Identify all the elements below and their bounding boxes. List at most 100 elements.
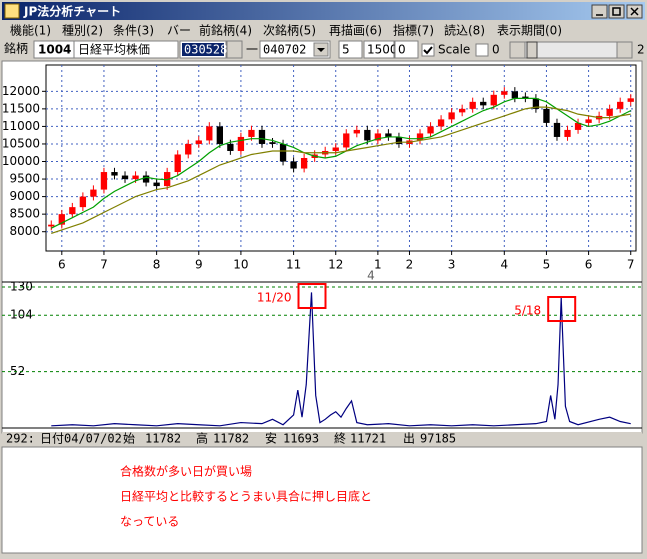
status-item: 11782 [213, 432, 249, 446]
arrow-glyph [317, 48, 325, 52]
y-tick-label: 12000 [2, 84, 40, 98]
field2-value: 1500 [367, 43, 398, 57]
candle-body [364, 129, 371, 141]
field1-input[interactable] [338, 40, 363, 59]
name-field [73, 40, 179, 59]
x-tick-label: 9 [195, 258, 203, 272]
candle-body [532, 98, 540, 109]
annotation-label: 11/20 [257, 291, 292, 305]
y-tick-label: 9500 [9, 172, 40, 186]
code-value: 1004 [38, 43, 71, 57]
candle-body [416, 133, 424, 141]
end-combo[interactable] [259, 40, 331, 59]
candle-body [258, 129, 266, 144]
menu-item[interactable]: 種別(2) [62, 24, 103, 38]
menu-item[interactable]: 表示期間(0) [497, 24, 562, 38]
candle-body [153, 182, 160, 187]
candle-body [48, 224, 55, 227]
window-button-glyphs [596, 7, 639, 16]
candle-body [522, 96, 529, 99]
candle-body [79, 196, 87, 208]
minimize-button[interactable] [591, 4, 608, 19]
candle-body [90, 189, 97, 197]
y-tick-label: 11000 [2, 119, 40, 133]
status-item: 11721 [350, 432, 386, 446]
window-title: JP法分析チャート [23, 4, 121, 19]
y-tick-label: 9000 [9, 189, 40, 203]
moving-average [51, 106, 631, 235]
candle-body [543, 108, 550, 123]
menu-item[interactable]: 条件(3) [113, 24, 154, 38]
menu-item[interactable]: 指標(7) [393, 23, 434, 38]
candle-body [448, 112, 455, 120]
scale-checkbox[interactable] [421, 43, 435, 57]
menu-item[interactable]: 読込(8) [444, 23, 485, 38]
candle-body [574, 122, 582, 130]
scroll-thumb[interactable] [526, 41, 538, 59]
candle-body [353, 129, 360, 134]
candle-body [459, 108, 466, 113]
candle-body [585, 119, 592, 123]
scroll-left[interactable] [509, 41, 526, 59]
candle-body [627, 98, 634, 102]
x-tick-label: 7 [100, 258, 108, 272]
candle-body [248, 129, 255, 137]
candle-body [437, 119, 445, 127]
candle-body [480, 101, 487, 106]
menu-item[interactable]: バー [167, 24, 191, 38]
status-item: 日付04/07/02 [40, 432, 122, 446]
y-tick-label: 10000 [2, 154, 40, 168]
note-area [1, 446, 643, 554]
candle-body [343, 133, 350, 148]
spin-button[interactable] [226, 40, 243, 59]
candle-body [69, 207, 76, 215]
candle-body [490, 94, 497, 106]
zero-checkbox[interactable] [475, 43, 489, 57]
y-tick-label: 8000 [9, 224, 40, 238]
toolbar-dash: 一 [246, 43, 258, 57]
price-plot [45, 64, 637, 252]
scroll-right[interactable] [616, 41, 633, 59]
status-item: 97185 [420, 432, 456, 446]
menu-item[interactable]: 前銘柄(4) [199, 23, 252, 38]
candle-body [395, 136, 403, 144]
candle-body [142, 175, 150, 183]
note-line: 合格数が多い日が買い場 [120, 464, 252, 479]
candle-body [164, 172, 171, 187]
x-tick-label: 6 [585, 258, 593, 272]
field3-value: 0 [398, 43, 406, 57]
x-tick-label: 10 [233, 258, 248, 272]
menu-bar: 機能(1) 種別(2) 条件(3) バー 前銘柄(4) 次銘柄(5) 再描画(6) 指標(7)… [10, 23, 562, 38]
candle-body [300, 158, 308, 169]
x-tick-label: 2 [406, 258, 414, 272]
field2-input[interactable] [363, 40, 395, 59]
status-item: 高 [196, 431, 208, 446]
status-item: 11693 [283, 432, 319, 446]
candle-body [185, 143, 192, 155]
candle-body [385, 133, 392, 137]
status-bar [2, 432, 642, 446]
field3-input[interactable] [394, 40, 419, 59]
status-item: 始 [123, 432, 135, 446]
moving-average [50, 97, 632, 229]
x-tick-label: 1 [374, 258, 382, 272]
x-axis-marker: 4 [367, 269, 375, 283]
y-tick-label: 52 [10, 364, 25, 378]
annotation-box [547, 296, 577, 322]
check-mark [423, 46, 433, 55]
maximize-button[interactable] [608, 4, 625, 19]
toolbar-label: 銘柄 [4, 41, 28, 56]
y-tick-label: 10500 [2, 136, 40, 150]
candle-body [374, 133, 382, 141]
menu-item[interactable]: 機能(1) [10, 23, 51, 38]
menu-item[interactable]: 次銘柄(5) [263, 23, 316, 38]
candle-body [511, 91, 518, 99]
candle-body [290, 161, 297, 169]
y-tick-label: 11500 [2, 101, 40, 115]
check-label: 0 [492, 43, 500, 57]
candle-body [174, 154, 181, 173]
menu-item[interactable]: 再描画(6) [329, 24, 382, 38]
candle-body [206, 126, 213, 141]
status-item: 安 [265, 431, 277, 446]
